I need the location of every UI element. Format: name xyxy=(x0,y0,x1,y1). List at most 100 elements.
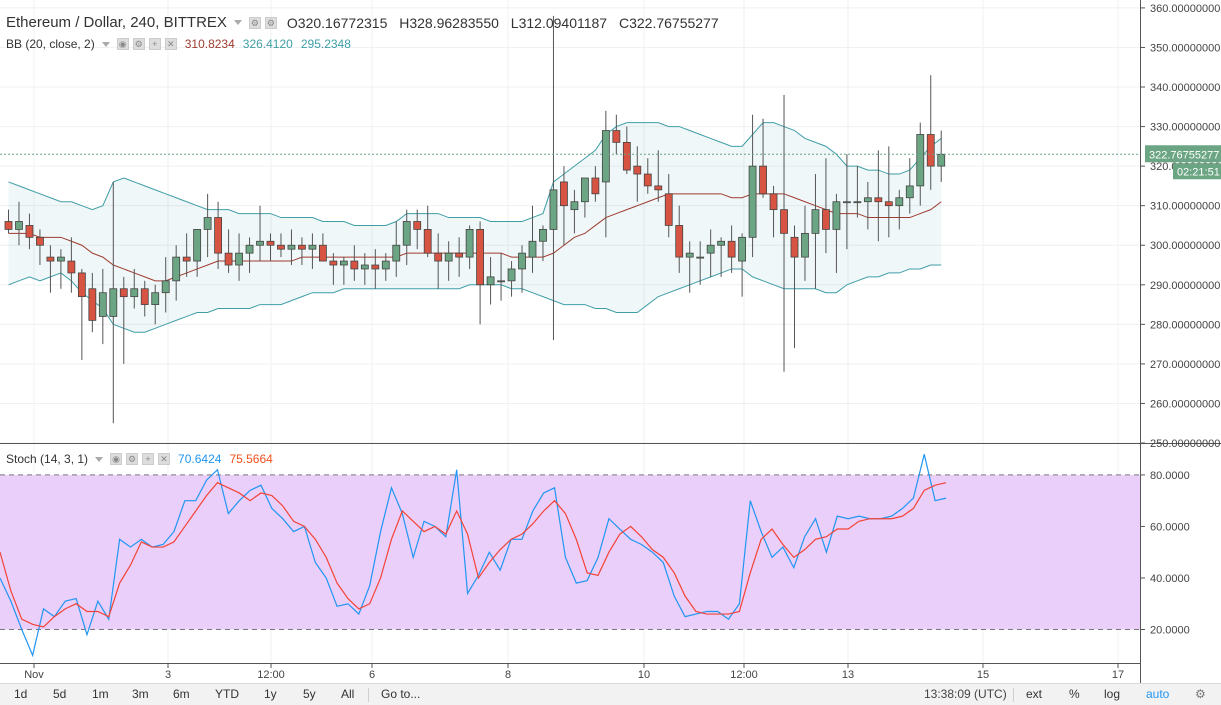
time-tick-label: 17 xyxy=(1112,669,1124,681)
range-5d[interactable]: 5d xyxy=(53,687,67,701)
ext-toggle[interactable]: ext xyxy=(1026,687,1043,701)
candle-body xyxy=(591,177,600,195)
price-tick-label: 270.00000000 xyxy=(1150,359,1220,371)
stoch-band xyxy=(0,474,1140,630)
bb-upper-value: 326.4120 xyxy=(242,37,293,51)
main-legend: Ethereum / Dollar, 240, BITTREX ⚙ ⚙ O320… xyxy=(6,14,727,31)
candle-body xyxy=(738,236,746,262)
candle-body xyxy=(214,217,223,254)
stoch-d-value: 75.5664 xyxy=(229,452,273,466)
candle-body xyxy=(402,221,411,246)
candle-body xyxy=(119,288,128,298)
eye-icon[interactable]: ◉ xyxy=(110,453,123,465)
candle-body xyxy=(455,252,464,258)
price-tick-label: 290.00000000 xyxy=(1150,280,1220,292)
candle-body xyxy=(696,256,705,259)
candle-body xyxy=(339,260,348,266)
candle-body xyxy=(308,244,317,250)
candle-body xyxy=(685,252,694,258)
candle-body xyxy=(549,189,558,230)
candle-body xyxy=(329,260,338,266)
price-tick-label: 340.00000000 xyxy=(1150,82,1220,94)
candle-body xyxy=(444,252,453,262)
range-3m[interactable]: 3m xyxy=(132,687,149,701)
log-toggle[interactable]: log xyxy=(1104,687,1121,701)
candle-body xyxy=(392,244,401,262)
symbol-title[interactable]: Ethereum / Dollar, 240, BITTREX xyxy=(6,14,227,31)
bb-lower-line xyxy=(8,264,942,333)
settings-icon[interactable]: ⚙ xyxy=(126,453,139,465)
candle-body xyxy=(130,288,139,298)
candle-body xyxy=(916,134,925,187)
candle-body xyxy=(790,236,799,258)
candle-body xyxy=(98,292,107,317)
stoch-tick-label: 40.0000 xyxy=(1150,573,1190,585)
stoch-k-value: 70.6424 xyxy=(178,452,222,466)
add-icon[interactable]: + xyxy=(148,38,161,50)
eye-icon[interactable]: ◉ xyxy=(116,38,129,50)
settings-icon[interactable]: ⚙ xyxy=(132,38,145,50)
percent-toggle[interactable]: % xyxy=(1069,687,1080,701)
range-ytd[interactable]: YTD xyxy=(215,687,239,701)
range-6m[interactable]: 6m xyxy=(173,687,190,701)
chevron-down-icon[interactable] xyxy=(95,456,104,462)
candle-body xyxy=(748,165,757,238)
range-1m[interactable]: 1m xyxy=(92,687,109,701)
close-icon[interactable]: ✕ xyxy=(158,453,171,465)
candle-body xyxy=(266,240,275,246)
candle-body xyxy=(780,209,788,234)
range-5y[interactable]: 5y xyxy=(303,687,316,701)
candle-body xyxy=(570,201,579,211)
candle-body xyxy=(476,229,485,286)
time-tick-label: 12:00 xyxy=(257,669,285,681)
clock[interactable]: 13:38:09 (UTC) xyxy=(924,687,1007,701)
close-icon[interactable]: ✕ xyxy=(164,38,177,50)
settings-icon[interactable]: ⚙ xyxy=(264,16,277,29)
candle-body xyxy=(560,181,568,207)
candle-body xyxy=(853,201,862,204)
candle-body xyxy=(224,252,233,266)
chevron-down-icon[interactable] xyxy=(233,20,242,25)
stoch-label[interactable]: Stoch (14, 3, 1) xyxy=(6,452,89,466)
candle-body xyxy=(884,201,893,207)
high-value: H328.96283550 xyxy=(399,14,499,31)
goto-button[interactable]: Go to... xyxy=(381,687,421,701)
bb-label[interactable]: BB (20, close, 2) xyxy=(6,37,95,51)
candle-body xyxy=(822,209,830,230)
candle-body xyxy=(4,221,13,230)
countdown-tag xyxy=(1173,163,1221,180)
candle-body xyxy=(381,260,390,270)
candle-body xyxy=(161,280,170,294)
auto-toggle[interactable]: auto xyxy=(1146,687,1170,701)
range-all[interactable]: All xyxy=(341,687,355,701)
price-tick-label: 330.00000000 xyxy=(1150,122,1220,134)
candle-body xyxy=(905,185,914,199)
candle-body xyxy=(88,288,97,321)
range-1y[interactable]: 1y xyxy=(264,687,277,701)
candle-body xyxy=(413,221,422,230)
chart-area[interactable]: 360.00000000 350.00000000 340.00000000 330.… xyxy=(0,0,1221,683)
candle-body xyxy=(423,229,432,254)
stoch-tick-label: 60.0000 xyxy=(1150,521,1190,533)
candle-body xyxy=(601,130,610,183)
open-value: O320.16772315 xyxy=(286,14,388,31)
close-value: C322.76755277 xyxy=(618,14,719,31)
last-price-tag xyxy=(1145,145,1221,163)
candle-body xyxy=(528,240,537,258)
candle-body xyxy=(581,177,589,203)
candle-body xyxy=(664,193,673,226)
gear-icon[interactable]: ⚙ xyxy=(1195,687,1206,701)
settings-icon[interactable]: ⚙ xyxy=(248,16,261,29)
bb-lower-value: 295.2348 xyxy=(300,37,351,51)
candle-body xyxy=(518,252,526,270)
divider xyxy=(368,688,369,702)
candle-body xyxy=(15,221,23,230)
range-1d[interactable]: 1d xyxy=(14,687,28,701)
divider xyxy=(1013,688,1014,702)
candle-body xyxy=(717,240,726,246)
add-icon[interactable]: + xyxy=(142,453,155,465)
candle-body xyxy=(36,236,44,246)
bb-basis-value: 310.8234 xyxy=(184,37,235,51)
candle-body xyxy=(25,225,34,238)
chevron-down-icon[interactable] xyxy=(101,41,110,47)
